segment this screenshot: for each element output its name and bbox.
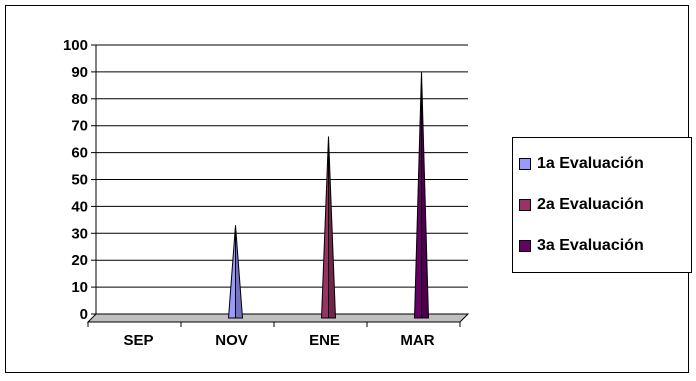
legend-label-2: 2a Evaluación bbox=[537, 196, 644, 213]
y-tick-label-80: 80 bbox=[71, 91, 88, 108]
y-tick-label-70: 70 bbox=[71, 118, 88, 135]
y-tick-label-50: 50 bbox=[71, 172, 88, 189]
x-tick-label-nov: NOV bbox=[215, 332, 248, 349]
spike-s1-nov-right bbox=[235, 225, 244, 319]
spike-s1-nov-left bbox=[227, 225, 236, 319]
legend-swatch-2 bbox=[519, 199, 531, 211]
legend: 1a Evaluación 2a Evaluación 3a Evaluació… bbox=[512, 137, 692, 273]
y-tick-label-0: 0 bbox=[80, 306, 88, 323]
legend-item-3: 3a Evaluación bbox=[519, 234, 644, 258]
legend-item-1: 1a Evaluación bbox=[519, 152, 644, 176]
legend-label-1: 1a Evaluación bbox=[537, 155, 644, 172]
legend-label-3: 3a Evaluación bbox=[537, 237, 644, 254]
y-tick-label-100: 100 bbox=[63, 37, 88, 54]
chart-floor bbox=[86, 313, 470, 323]
legend-swatch-3 bbox=[519, 240, 531, 252]
y-tick-label-10: 10 bbox=[71, 279, 88, 296]
spike-s2-ene-left bbox=[320, 136, 329, 319]
y-tick-label-20: 20 bbox=[71, 252, 88, 269]
x-tick-label-sep: SEP bbox=[123, 332, 153, 349]
spike-s3-mar-right bbox=[421, 71, 430, 319]
x-tick-label-ene: ENE bbox=[309, 332, 340, 349]
x-tick-label-mar: MAR bbox=[400, 332, 434, 349]
y-tick-label-40: 40 bbox=[71, 198, 88, 215]
spike-s3-mar-left bbox=[413, 71, 422, 319]
y-tick-label-60: 60 bbox=[71, 145, 88, 162]
legend-item-2: 2a Evaluación bbox=[519, 193, 644, 217]
spike-s2-ene-right bbox=[328, 136, 337, 319]
legend-swatch-1 bbox=[519, 158, 531, 170]
y-tick-label-90: 90 bbox=[71, 64, 88, 81]
y-tick-label-30: 30 bbox=[71, 225, 88, 242]
